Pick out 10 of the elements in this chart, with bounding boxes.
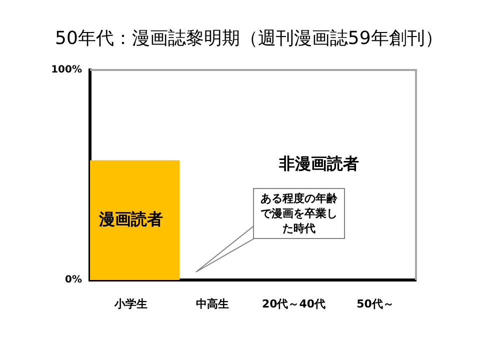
y-tick-label: 100%: [51, 64, 82, 76]
series-label: 漫画読者: [98, 209, 163, 228]
x-tick-label: 50代～: [356, 297, 394, 310]
y-tick-label: 0%: [65, 274, 82, 286]
x-tick-label: 20代～40代: [262, 297, 326, 310]
x-tick-label: 小学生: [113, 297, 148, 310]
annotation: 非漫画読者: [279, 154, 360, 175]
annotation: ある程度の年齢で漫画を卒業した時代: [253, 188, 345, 239]
x-tick-label: 中高生: [196, 297, 229, 310]
chart-title: 50年代：漫画誌黎明期（週刊漫画誌59年創刊）: [55, 27, 443, 50]
